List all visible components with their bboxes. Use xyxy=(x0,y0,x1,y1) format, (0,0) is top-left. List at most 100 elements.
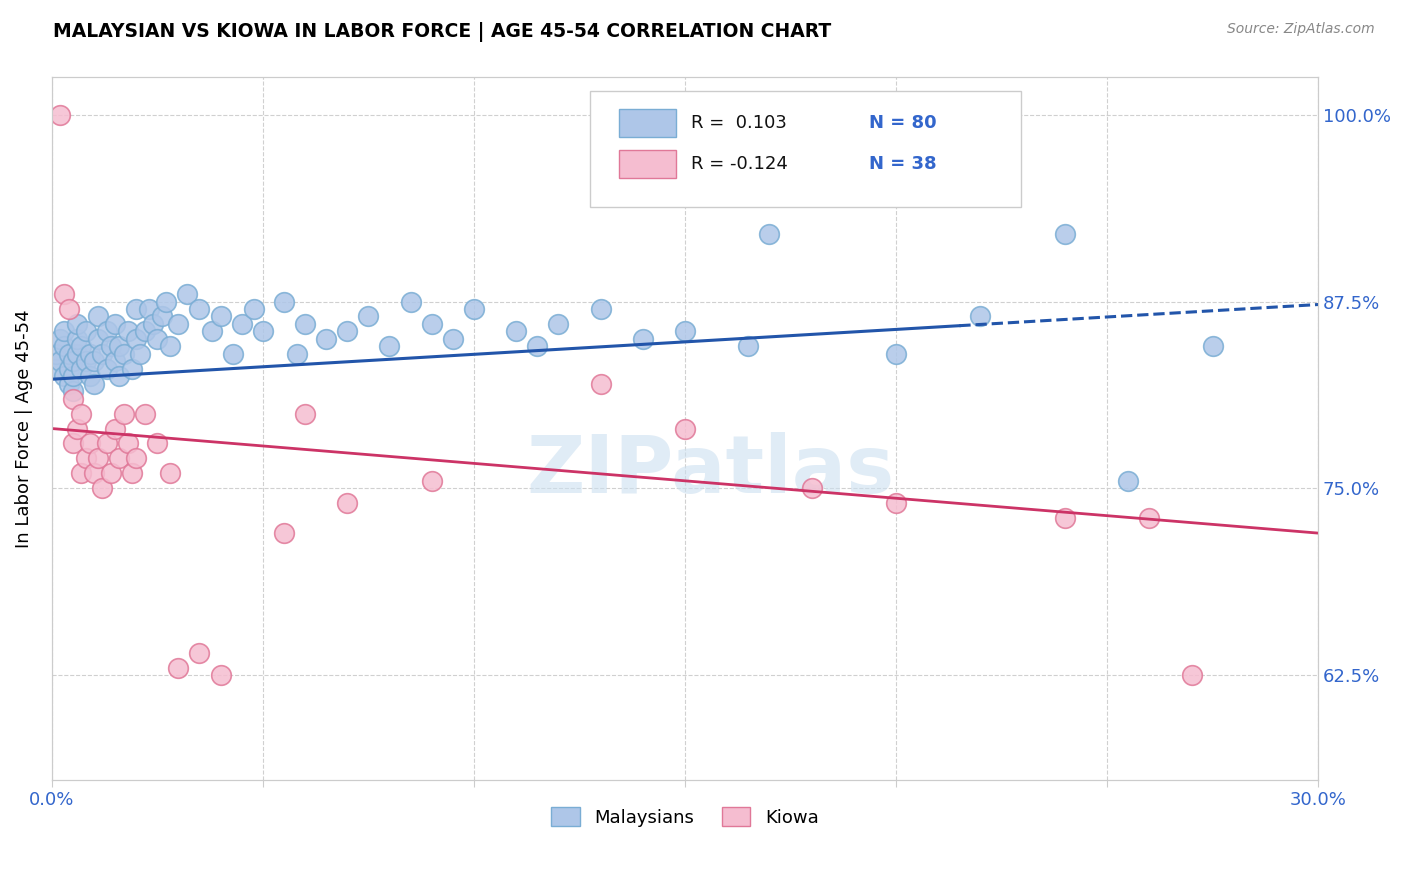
Point xyxy=(142,317,165,331)
Point xyxy=(631,332,654,346)
Text: R =  0.103: R = 0.103 xyxy=(692,114,787,132)
FancyBboxPatch shape xyxy=(591,92,1021,207)
Point xyxy=(66,347,89,361)
Point xyxy=(53,325,76,339)
Point xyxy=(188,646,211,660)
Point xyxy=(53,287,76,301)
Point xyxy=(547,317,569,331)
Point xyxy=(315,332,337,346)
Point xyxy=(117,325,139,339)
Point xyxy=(673,421,696,435)
Point xyxy=(96,325,118,339)
Point xyxy=(104,421,127,435)
Point xyxy=(87,451,110,466)
Point xyxy=(1201,339,1223,353)
Text: N = 80: N = 80 xyxy=(869,114,936,132)
Point xyxy=(112,347,135,361)
Point xyxy=(58,376,80,391)
Point xyxy=(201,325,224,339)
Point xyxy=(209,310,232,324)
Point xyxy=(155,294,177,309)
Point xyxy=(108,339,131,353)
Point xyxy=(589,376,612,391)
Point xyxy=(121,361,143,376)
Point xyxy=(45,361,67,376)
Point xyxy=(83,376,105,391)
Point xyxy=(62,436,84,450)
Point xyxy=(134,325,156,339)
Point xyxy=(188,301,211,316)
Point xyxy=(49,332,72,346)
Point xyxy=(441,332,464,346)
Point xyxy=(91,481,114,495)
Point xyxy=(800,481,823,495)
Point xyxy=(673,325,696,339)
Point xyxy=(108,451,131,466)
Point xyxy=(138,301,160,316)
Text: R = -0.124: R = -0.124 xyxy=(692,155,789,173)
Point xyxy=(87,310,110,324)
Point xyxy=(58,301,80,316)
Point xyxy=(336,325,359,339)
Point xyxy=(96,361,118,376)
Point xyxy=(53,369,76,384)
Point xyxy=(125,451,148,466)
Point xyxy=(737,339,759,353)
Point xyxy=(70,361,93,376)
Point xyxy=(70,339,93,353)
Text: N = 38: N = 38 xyxy=(869,155,936,173)
Point xyxy=(83,467,105,481)
Point xyxy=(108,369,131,384)
Point xyxy=(49,354,72,368)
Legend: Malaysians, Kiowa: Malaysians, Kiowa xyxy=(544,799,825,834)
Point xyxy=(66,332,89,346)
Point xyxy=(252,325,274,339)
Point xyxy=(70,467,93,481)
Point xyxy=(243,301,266,316)
Point xyxy=(273,294,295,309)
Point xyxy=(62,354,84,368)
Point xyxy=(176,287,198,301)
Point xyxy=(121,467,143,481)
Point xyxy=(167,660,190,674)
Point xyxy=(66,421,89,435)
Text: ZIPatlas: ZIPatlas xyxy=(526,432,894,509)
Point xyxy=(53,339,76,353)
Point xyxy=(79,347,101,361)
Point xyxy=(420,474,443,488)
Point xyxy=(125,332,148,346)
Point xyxy=(104,317,127,331)
Point xyxy=(969,310,991,324)
Point xyxy=(125,301,148,316)
Point xyxy=(150,310,173,324)
Point xyxy=(758,227,780,242)
FancyBboxPatch shape xyxy=(619,150,676,178)
Point xyxy=(83,354,105,368)
Point xyxy=(209,668,232,682)
Point xyxy=(357,310,380,324)
Point xyxy=(87,332,110,346)
Point xyxy=(378,339,401,353)
Point xyxy=(1137,511,1160,525)
Point xyxy=(399,294,422,309)
Point xyxy=(79,369,101,384)
Point xyxy=(526,339,548,353)
Point xyxy=(45,347,67,361)
Point xyxy=(66,317,89,331)
Point xyxy=(117,436,139,450)
Point xyxy=(91,347,114,361)
Y-axis label: In Labor Force | Age 45-54: In Labor Force | Age 45-54 xyxy=(15,310,32,548)
Point xyxy=(70,407,93,421)
Point xyxy=(1053,511,1076,525)
Point xyxy=(62,392,84,406)
Point xyxy=(222,347,245,361)
Point xyxy=(294,317,316,331)
Text: Source: ZipAtlas.com: Source: ZipAtlas.com xyxy=(1227,22,1375,37)
Point xyxy=(505,325,527,339)
Point xyxy=(1053,227,1076,242)
Point xyxy=(884,496,907,510)
Point xyxy=(167,317,190,331)
Point xyxy=(100,339,122,353)
Point xyxy=(159,467,181,481)
Point xyxy=(79,436,101,450)
